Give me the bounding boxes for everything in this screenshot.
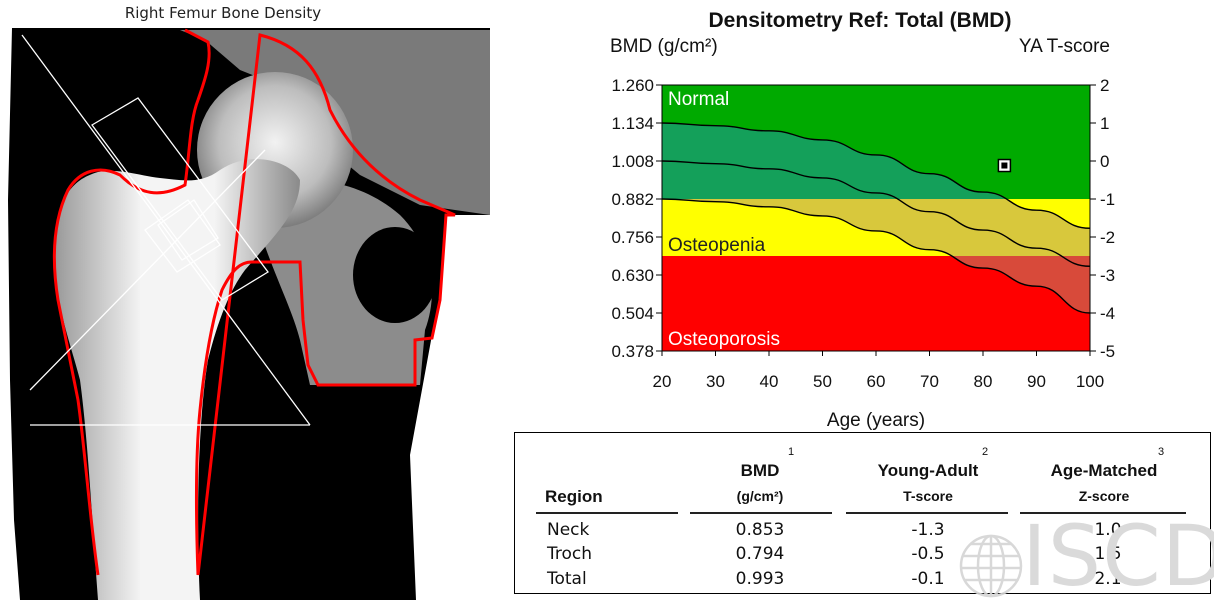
table-row-z-score: 2.1 (1094, 569, 1122, 589)
densitometry-chart: Densitometry Ref: Total (BMD) BMD (g/cm²… (610, 9, 1115, 431)
iscd-logo-text: ISCD (1022, 507, 1214, 605)
x-axis-label: Age (years) (827, 410, 925, 431)
header-rule-bmd (690, 512, 832, 514)
y-tick-label: 0.882 (611, 190, 654, 209)
table-row-region: Troch (547, 544, 593, 564)
reference-band-normal (662, 123, 1007, 199)
col-header-bmd: BMD (740, 461, 780, 480)
col-header-young-adult-footnote: 2 (982, 446, 989, 458)
curve-lower (661, 198, 1091, 314)
table-row-z-score: 1.0 (1094, 520, 1122, 540)
x-tick-label: 70 (920, 372, 939, 391)
table-row-bmd: 0.993 (735, 569, 785, 589)
patient-marker-dot (1001, 162, 1008, 169)
reference-band-osteoporosis (951, 256, 1090, 313)
y2-tick-label: 0 (1100, 152, 1109, 171)
iscd-globe-icon (959, 534, 1023, 598)
header-rule-z-score (1020, 512, 1186, 514)
y-tick-label: 0.504 (611, 304, 654, 323)
y2-tick-label: -2 (1100, 228, 1115, 247)
y2-tick-label: 2 (1100, 76, 1109, 95)
y-tick-label: 0.756 (611, 228, 654, 247)
zone-label-layer: Normal Osteopenia Osteoporosis (668, 89, 780, 350)
reference-band-osteopenia (662, 199, 1090, 256)
scan-title: Right Femur Bone Density (124, 4, 322, 22)
x-tick-label: 90 (1027, 372, 1046, 391)
curve-upper (661, 122, 1091, 229)
y-tick-label: 1.260 (611, 76, 654, 95)
y2-tick-label: -3 (1100, 266, 1115, 285)
x-tick-label: 80 (974, 372, 993, 391)
table-row-t-score: -0.5 (911, 544, 945, 564)
table-row-t-score: -1.3 (911, 520, 945, 540)
y2-tick-label: -4 (1100, 304, 1115, 323)
bone-outline-right (194, 33, 456, 576)
x-tick-label: 50 (813, 372, 832, 391)
y2-tick-label: 1 (1100, 114, 1109, 133)
y-tick-label: 1.134 (611, 114, 654, 133)
col-header-t-score: T-score (903, 488, 953, 504)
reference-curve-layer (661, 122, 1091, 314)
chart-title: Densitometry Ref: Total (BMD) (709, 9, 1012, 32)
zone-label-osteopenia: Osteopenia (668, 235, 766, 256)
y-axis-label: BMD (g/cm²) (610, 36, 718, 57)
femur-scan-panel: Right Femur Bone Density (0, 0, 500, 600)
table-row-region: Total (547, 569, 587, 589)
col-header-age-matched-footnote: 3 (1158, 446, 1165, 458)
y-tick-label: 0.378 (611, 342, 654, 361)
x-tick-label: 40 (760, 372, 779, 391)
x-tick-label: 30 (706, 372, 725, 391)
zone-label-osteoporosis: Osteoporosis (668, 329, 780, 350)
y2-tick-label: -5 (1100, 342, 1115, 361)
obturator-foramen (353, 227, 437, 323)
femur-bone (55, 159, 300, 600)
header-rule-t-score (846, 512, 1008, 514)
col-header-age-matched: Age-Matched (1050, 461, 1158, 480)
col-header-bmd-unit: (g/cm²) (736, 488, 784, 504)
x-tick-label: 20 (653, 372, 672, 391)
table-row-region: Neck (547, 520, 590, 540)
y2-tick-label: -1 (1100, 190, 1115, 209)
table-row-bmd: 0.794 (735, 544, 785, 564)
table-row-t-score: -0.1 (911, 569, 945, 589)
x-tick-label: 60 (867, 372, 886, 391)
reference-band-layer (662, 123, 1090, 313)
x-tick-label: 100 (1076, 372, 1104, 391)
curve-mean (661, 160, 1091, 267)
zone-label-normal: Normal (668, 89, 729, 110)
col-header-z-score: Z-score (1078, 488, 1130, 504)
bone-outline (52, 28, 211, 576)
patient-marker-layer (997, 158, 1012, 173)
axes-layer: 1.260 1.134 1.008 0.882 0.756 0.630 0.504 0.378… (611, 76, 1115, 391)
table-row-z-score: 1.5 (1094, 544, 1122, 564)
y2-axis-label: YA T-score (1019, 36, 1110, 57)
roi-overlay (21, 34, 311, 426)
y-tick-label: 1.008 (611, 152, 654, 171)
femur-scan-image (8, 28, 490, 600)
col-header-young-adult: Young-Adult (877, 461, 979, 480)
col-header-region: Region (545, 487, 603, 506)
header-rule-region (536, 512, 678, 514)
y-tick-label: 0.630 (611, 266, 654, 285)
table-row-bmd: 0.853 (735, 520, 785, 540)
col-header-bmd-footnote: 1 (788, 446, 795, 458)
